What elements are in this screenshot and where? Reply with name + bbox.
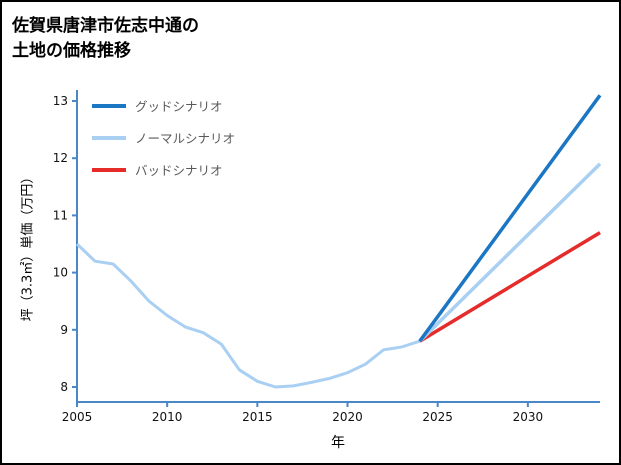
svg-text:12: 12 (53, 151, 68, 165)
svg-text:2020: 2020 (332, 410, 363, 424)
legend-label-good: グッドシナリオ (135, 99, 223, 114)
legend-swatch-normal (92, 135, 126, 140)
page-title: 佐賀県唐津市佐志中通の 土地の価格推移 (12, 14, 199, 63)
legend-item-normal: ノーマルシナリオ (92, 128, 235, 147)
svg-text:9: 9 (60, 323, 68, 337)
legend-item-good: グッドシナリオ (92, 96, 235, 115)
svg-text:13: 13 (53, 94, 68, 108)
svg-text:2030: 2030 (513, 410, 544, 424)
chart-legend: グッドシナリオ ノーマルシナリオ バッドシナリオ (92, 96, 235, 192)
svg-text:10: 10 (53, 266, 68, 280)
svg-text:11: 11 (53, 208, 68, 222)
page-title-line2: 土地の価格推移 (12, 40, 131, 61)
svg-text:2005: 2005 (62, 410, 93, 424)
legend-swatch-good (92, 103, 126, 108)
svg-text:2015: 2015 (242, 410, 273, 424)
svg-text:8: 8 (60, 380, 68, 394)
legend-swatch-bad (92, 167, 126, 172)
page-title-line1: 佐賀県唐津市佐志中通の (12, 16, 199, 36)
legend-item-bad: バッドシナリオ (92, 160, 235, 179)
svg-text:2010: 2010 (152, 410, 183, 424)
svg-text:2025: 2025 (422, 410, 453, 424)
x-axis-label: 年 (331, 435, 345, 451)
legend-label-normal: ノーマルシナリオ (135, 131, 236, 146)
legend-label-bad: バッドシナリオ (135, 163, 223, 178)
y-axis-label: 坪（3.3㎡）単価（万円） (20, 170, 36, 322)
